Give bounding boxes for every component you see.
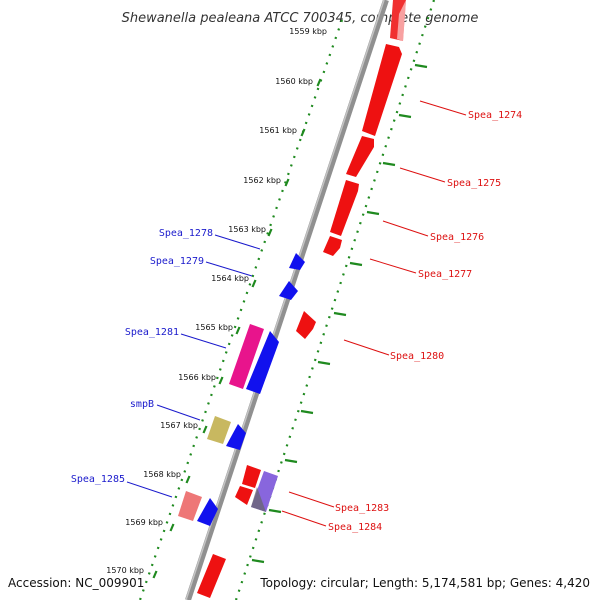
gene-feature	[246, 331, 279, 394]
gene-feature	[279, 281, 298, 300]
gene-label[interactable]: Spea_1283	[335, 503, 389, 514]
kbp-tick-label: 1570 kbp	[106, 566, 144, 575]
gene-feature	[323, 236, 342, 256]
topology-text: Topology: circular; Length: 5,174,581 bp…	[259, 576, 590, 590]
kbp-labels: 1559 kbp 1560 kbp 1561 kbp 1562 kbp 1563…	[106, 27, 327, 575]
kbp-tick-label: 1569 kbp	[125, 518, 163, 527]
kbp-tick-label: 1566 kbp	[178, 373, 216, 382]
accession-text: Accession: NC_009901	[8, 576, 144, 590]
genome-backbone	[185, 0, 389, 600]
gene-feature	[289, 253, 305, 270]
kbp-tick-label: 1559 kbp	[289, 27, 327, 36]
gene-label[interactable]: Spea_1275	[447, 178, 501, 189]
kbp-tick-label: 1568 kbp	[143, 470, 181, 479]
feature-shadow	[251, 487, 266, 512]
gene-label[interactable]: Spea_1278	[159, 228, 213, 239]
gene-feature	[235, 486, 253, 505]
gene-feature	[207, 416, 231, 444]
left-ruler	[138, 19, 344, 600]
gene-feature	[226, 424, 246, 450]
kbp-tick-label: 1563 kbp	[228, 225, 266, 234]
gene-feature	[346, 136, 374, 177]
gene-labels: Spea_1274 Spea_1275 Spea_1276 Spea_1277 …	[71, 110, 522, 533]
map-title: Shewanella pealeana ATCC 700345, complet…	[122, 11, 479, 26]
kbp-tick-label: 1564 kbp	[211, 274, 249, 283]
kbp-tick-label: 1560 kbp	[275, 77, 313, 86]
gene-label[interactable]: Spea_1281	[125, 327, 179, 338]
gene-label[interactable]: Spea_1285	[71, 474, 125, 485]
kbp-tick-label: 1561 kbp	[259, 126, 297, 135]
gene-label[interactable]: Spea_1277	[418, 269, 472, 280]
gene-feature	[296, 311, 316, 339]
gene-feature	[178, 491, 202, 521]
gene-label[interactable]: Spea_1284	[328, 522, 382, 533]
gene-label[interactable]: Spea_1280	[390, 351, 444, 362]
gene-feature	[197, 498, 218, 526]
gene-label[interactable]: smpB	[130, 399, 154, 410]
gene-feature	[362, 44, 402, 136]
gene-label[interactable]: Spea_1279	[150, 256, 204, 267]
kbp-tick-label: 1562 kbp	[243, 176, 281, 185]
gene-label[interactable]: Spea_1276	[430, 232, 484, 243]
backbone-highlight	[185, 0, 385, 600]
right-ruler	[234, 0, 436, 600]
gene-feature	[197, 554, 226, 598]
gene-feature	[330, 180, 359, 236]
label-leader-lines	[126, 100, 467, 527]
gene-label[interactable]: Spea_1274	[468, 110, 522, 121]
right-ruler-major-ticks	[251, 63, 428, 564]
kbp-tick-label: 1567 kbp	[160, 421, 198, 430]
kbp-tick-label: 1565 kbp	[195, 323, 233, 332]
left-ruler-major-ticks	[152, 78, 322, 579]
feature-highlight	[397, 0, 406, 41]
gene-feature	[242, 465, 261, 488]
gene-feature	[229, 324, 264, 389]
